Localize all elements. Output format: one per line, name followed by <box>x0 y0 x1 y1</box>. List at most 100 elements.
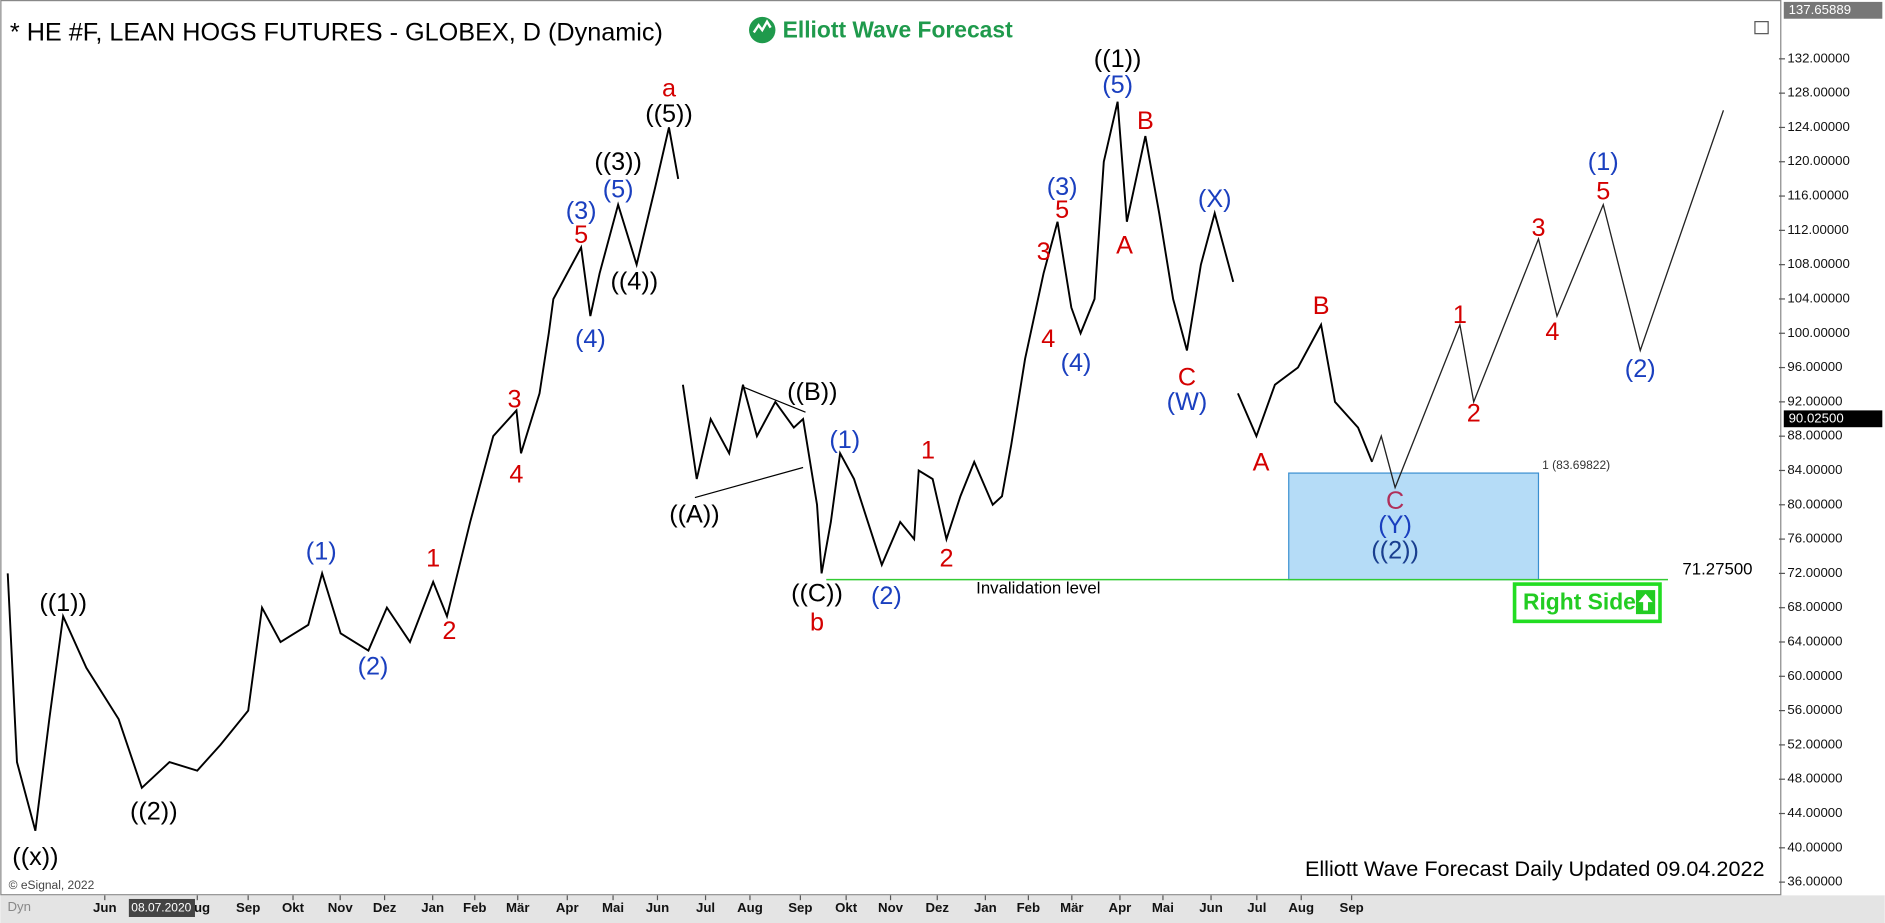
y-tick-label: 104.00000 <box>1787 290 1850 305</box>
wave-label: A <box>1116 231 1133 259</box>
wave-label: B <box>1137 107 1154 135</box>
y-tick-label: 80.00000 <box>1787 496 1842 511</box>
wave-label: (1) <box>306 537 337 565</box>
wave-label: 2 <box>939 544 953 572</box>
corner-label: Dyn <box>7 899 31 914</box>
y-tick-label: 48.00000 <box>1787 771 1842 786</box>
y-tick-label: 92.00000 <box>1787 393 1842 408</box>
invalidation-value: 71.27500 <box>1682 559 1752 578</box>
y-tick-label: 108.00000 <box>1787 256 1850 271</box>
y-tick-label: 36.00000 <box>1787 874 1842 889</box>
series-line <box>1371 110 1725 490</box>
wave-label: (X) <box>1198 185 1232 213</box>
brand-name: Elliott Wave Forecast <box>783 16 1013 42</box>
wave-label: (4) <box>1061 349 1092 377</box>
x-tick-label: Jun <box>93 900 117 915</box>
wave-label: 2 <box>442 617 456 645</box>
wave-label: b <box>810 609 824 637</box>
x-tick-label: Jul <box>696 900 715 915</box>
wave-label: 4 <box>1545 318 1559 346</box>
wave-label: (2) <box>358 652 389 680</box>
wave-label: (3) <box>566 197 597 225</box>
x-tick-label: Jul <box>1247 900 1266 915</box>
y-tick-label: 72.00000 <box>1787 565 1842 580</box>
wave-label: (1) <box>829 426 860 454</box>
wave-label: ((3)) <box>594 148 642 176</box>
x-tick-label: Apr <box>1109 900 1132 915</box>
x-tick-label: Mai <box>602 900 624 915</box>
y-tick-label: 96.00000 <box>1787 359 1842 374</box>
wave-label: ((1)) <box>1094 45 1142 73</box>
y-tick-label: 88.00000 <box>1787 428 1842 443</box>
chart-title: * HE #F, LEAN HOGS FUTURES - GLOBEX, D (… <box>10 18 663 46</box>
y-tick-label: 56.00000 <box>1787 702 1842 717</box>
wave-label: ((2)) <box>1371 537 1419 565</box>
last-price-box <box>1783 410 1883 428</box>
x-tick-label: Feb <box>1017 900 1041 915</box>
target-label: 1 (83.69822) <box>1542 458 1610 472</box>
window-icon[interactable] <box>1754 21 1769 35</box>
y-tick-label: 68.00000 <box>1787 599 1842 614</box>
last-price-label: 90.02500 <box>1789 410 1844 425</box>
y-tick-label: 116.00000 <box>1787 188 1849 203</box>
wave-label: 3 <box>1531 214 1545 242</box>
x-tick-label: Jun <box>646 900 670 915</box>
wave-label: (1) <box>1588 148 1619 176</box>
x-tick-label: Jan <box>974 900 997 915</box>
wave-label: 1 <box>426 544 440 572</box>
x-tick-label: Nov <box>878 900 904 915</box>
x-tick-label: Sep <box>236 900 260 915</box>
triangle-line <box>742 386 806 413</box>
wave-label: (5) <box>603 176 634 204</box>
cursor-date: 08.07.2020 <box>131 901 191 915</box>
wave-label: C <box>1386 487 1404 515</box>
x-tick-label: Okt <box>282 900 305 915</box>
x-tick-label: Aug <box>1288 900 1314 915</box>
series-line <box>6 101 1373 831</box>
y-tick-label: 76.00000 <box>1787 531 1842 546</box>
axis-high-label: 137.65889 <box>1789 2 1852 17</box>
wave-label: (4) <box>575 325 606 353</box>
invalidation-label: Invalidation level <box>976 579 1100 598</box>
x-tick-label: Jun <box>1199 900 1223 915</box>
y-tick-label: 44.00000 <box>1787 805 1842 820</box>
brand-logo: Elliott Wave Forecast <box>749 16 1013 44</box>
plot-area: 36.00000 40.00000 44.00000 48.00000 52.00000… <box>6 2 1883 917</box>
wave-label: ((1)) <box>39 589 87 617</box>
x-tick-label: Feb <box>463 900 487 915</box>
wave-label: (3) <box>1047 173 1078 201</box>
x-tick-label: Sep <box>1340 900 1364 915</box>
wave-label: B <box>1313 292 1330 320</box>
copyright: © eSignal, 2022 <box>9 878 95 892</box>
wave-label: 3 <box>1037 238 1051 266</box>
triangle-line <box>694 466 804 499</box>
y-tick-label: 100.00000 <box>1787 325 1850 340</box>
x-tick-label: Apr <box>556 900 579 915</box>
wave-label: ((B)) <box>787 378 837 406</box>
wave-label: ((4)) <box>611 267 659 295</box>
wave-label: 4 <box>509 460 523 488</box>
y-tick-label: 64.00000 <box>1787 633 1842 648</box>
wave-label: (2) <box>871 582 902 610</box>
y-tick-label: 60.00000 <box>1787 668 1842 683</box>
y-tick-label: 40.00000 <box>1787 839 1842 854</box>
x-axis-strip <box>0 895 1885 923</box>
y-tick-label: 128.00000 <box>1787 85 1850 100</box>
y-tick-label: 112.00000 <box>1787 222 1849 237</box>
y-tick-label: 120.00000 <box>1787 153 1850 168</box>
wave-label: C <box>1178 363 1196 391</box>
wave-label: 1 <box>1453 301 1467 329</box>
wave-label: (Y) <box>1378 511 1412 539</box>
wave-label: ((5)) <box>645 100 693 128</box>
badge-text: Right Side <box>1523 588 1636 614</box>
wave-label: a <box>662 74 677 102</box>
wave-label: 2 <box>1467 399 1481 427</box>
wave-label: 4 <box>1041 325 1055 353</box>
y-tick-label: 132.00000 <box>1787 50 1850 65</box>
wave-label: ((x)) <box>12 843 58 871</box>
footer: Elliott Wave Forecast Daily Updated 09.0… <box>1305 856 1765 881</box>
plot-frame <box>0 0 1782 896</box>
x-tick-label: Nov <box>328 900 354 915</box>
y-tick-label: 84.00000 <box>1787 462 1842 477</box>
